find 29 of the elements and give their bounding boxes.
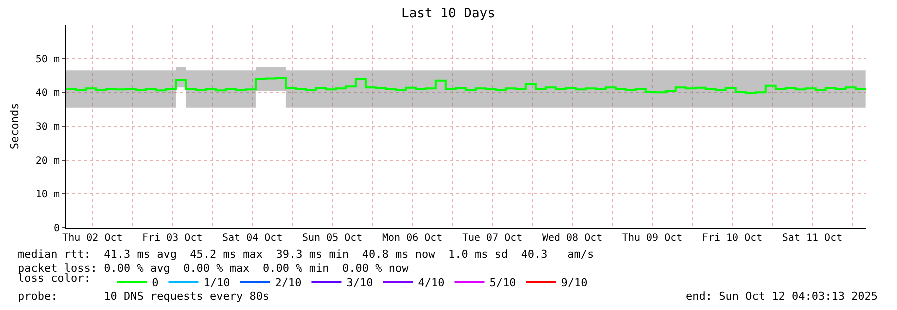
y-tick-label: 50 m bbox=[36, 54, 60, 66]
y-tick-label: 0 bbox=[54, 224, 60, 234]
x-tick-label: Fri 03 Oct bbox=[142, 233, 203, 244]
x-tick-label: Wed 08 Oct bbox=[542, 233, 603, 244]
y-tick-label: 30 m bbox=[36, 122, 60, 133]
legend-label: 9/10 bbox=[561, 276, 588, 290]
x-tick-label: Sun 05 Oct bbox=[302, 233, 363, 244]
legend-label: 2/10 bbox=[275, 276, 302, 290]
y-tick-label: 40 m bbox=[36, 88, 60, 100]
x-tick-label: Thu 09 Oct bbox=[622, 233, 683, 244]
legend-label: 0 bbox=[152, 276, 159, 290]
legend-label: 5/10 bbox=[490, 276, 516, 290]
legend-label: 4/10 bbox=[418, 276, 445, 290]
x-tick-label: Sat 04 Oct bbox=[222, 233, 283, 244]
legend-label: 3/10 bbox=[346, 276, 374, 290]
x-tick-label: Fri 10 Oct bbox=[702, 233, 763, 244]
legend-label: 1/10 bbox=[204, 276, 230, 290]
text: packet loss: 0.00 % avg 0.00 % max 0.00 % min 0.00 % now bbox=[18, 262, 410, 275]
y-axis-title: Seconds bbox=[8, 103, 22, 150]
x-tick-label: Sat 11 Oct bbox=[782, 233, 843, 244]
y-tick-label: 10 m bbox=[36, 190, 60, 201]
x-tick-label: Tue 07 Oct bbox=[462, 233, 523, 244]
chart-title: Last 10 Days bbox=[402, 6, 496, 22]
text: median rtt: 41.3 ms avg 45.2 ms max 39.3 ms min 40.8 ms now 1.0 ms sd 40.3 am/s bbox=[18, 248, 594, 261]
text: end: Sun Oct 12 04:03:13 2025 bbox=[686, 290, 878, 303]
x-tick-label: Mon 06 Oct bbox=[382, 233, 443, 244]
x-tick-label: Thu 02 Oct bbox=[62, 233, 123, 244]
text: probe: 10 DNS requests every 80s bbox=[18, 290, 270, 303]
y-tick-label: 20 m bbox=[36, 156, 60, 167]
